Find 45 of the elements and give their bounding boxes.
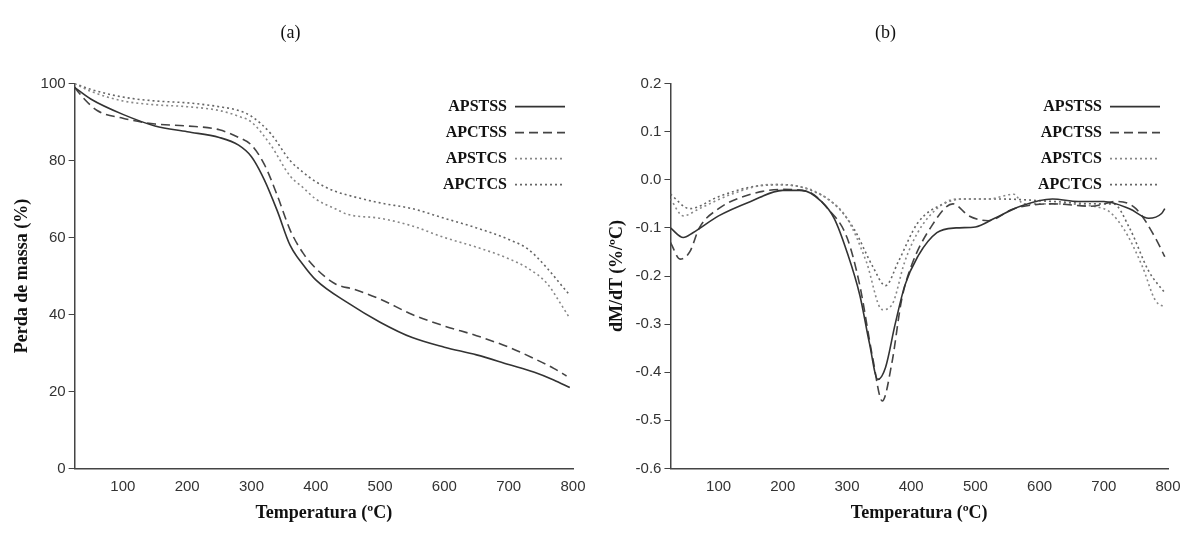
- y-tick-label: -0.4: [635, 362, 662, 380]
- x-tick-label: 100: [706, 476, 732, 494]
- y-tick-label: -0.1: [635, 218, 662, 236]
- x-tick-label: 300: [834, 476, 860, 494]
- x-tick-label: 500: [367, 476, 393, 494]
- legend-label: APSTCS: [1040, 148, 1103, 166]
- y-tick-label: 40: [48, 304, 66, 322]
- y-tick-label: 0.2: [640, 73, 662, 91]
- chart-title: (a): [280, 21, 301, 43]
- y-tick-label: 0: [57, 458, 66, 476]
- x-tick-label: 200: [770, 476, 796, 494]
- legend-label: APCTSS: [445, 122, 508, 140]
- x-axis-title: Temperatura (ºC): [255, 501, 393, 523]
- x-tick-label: 400: [898, 476, 924, 494]
- y-tick-label: 100: [40, 73, 66, 91]
- chart-title: (b): [875, 21, 896, 43]
- y-axis-title: dM/dT (%/ºC): [606, 219, 628, 333]
- legend-label: APSTSS: [1043, 96, 1103, 114]
- legend-label: APCTSS: [1040, 122, 1103, 140]
- x-tick-label: 400: [303, 476, 329, 494]
- y-tick-label: 0.1: [640, 121, 662, 139]
- y-tick-label: -0.2: [635, 266, 662, 284]
- y-axis-title: Perda de massa (%): [11, 198, 33, 354]
- legend-label: APCTCS: [1037, 174, 1103, 192]
- legend-label: APSTCS: [445, 148, 508, 166]
- x-tick-label: 600: [1027, 476, 1053, 494]
- x-tick-label: 600: [431, 476, 457, 494]
- x-tick-label: 300: [238, 476, 264, 494]
- x-tick-label: 700: [1091, 476, 1117, 494]
- x-tick-label: 800: [560, 476, 586, 494]
- legend-label: APCTCS: [442, 174, 508, 192]
- y-tick-label: 0.0: [640, 169, 662, 187]
- x-tick-label: 500: [962, 476, 988, 494]
- x-tick-label: 200: [174, 476, 200, 494]
- y-tick-label: 20: [48, 381, 66, 399]
- legend-label: APSTSS: [448, 96, 508, 114]
- x-tick-label: 800: [1155, 476, 1181, 494]
- x-tick-label: 100: [110, 476, 136, 494]
- y-tick-label: -0.5: [635, 410, 662, 428]
- y-tick-label: 60: [48, 227, 66, 245]
- y-tick-label: 80: [48, 150, 66, 168]
- y-tick-label: -0.6: [635, 458, 662, 476]
- x-axis-title: Temperatura (ºC): [850, 501, 988, 523]
- x-tick-label: 700: [496, 476, 522, 494]
- y-tick-label: -0.3: [635, 314, 662, 332]
